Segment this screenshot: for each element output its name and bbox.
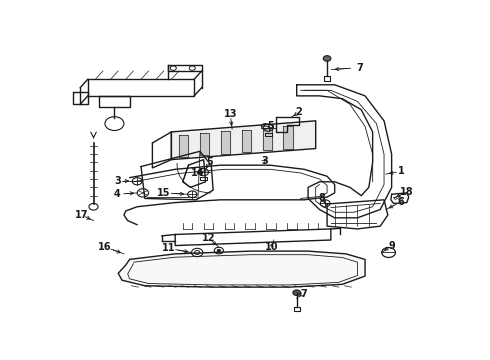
Text: 5: 5 [206, 157, 213, 167]
Text: 2: 2 [295, 108, 302, 117]
Text: 3: 3 [261, 156, 268, 166]
Text: 7: 7 [300, 288, 307, 298]
Text: 4: 4 [114, 189, 121, 199]
Text: 9: 9 [388, 240, 395, 251]
Text: 12: 12 [202, 233, 215, 243]
Polygon shape [220, 131, 230, 153]
Circle shape [218, 249, 220, 252]
Text: 5: 5 [268, 121, 274, 131]
Text: 15: 15 [157, 188, 171, 198]
Polygon shape [263, 128, 272, 150]
Text: 10: 10 [265, 243, 278, 252]
Text: 16: 16 [98, 242, 112, 252]
Text: 13: 13 [223, 109, 237, 119]
Circle shape [323, 56, 331, 61]
Text: 11: 11 [162, 243, 175, 253]
Text: 18: 18 [400, 187, 414, 197]
Polygon shape [179, 135, 189, 157]
Text: 3: 3 [114, 176, 121, 186]
Polygon shape [172, 121, 316, 159]
Text: 8: 8 [318, 193, 325, 203]
Polygon shape [118, 251, 365, 287]
Text: 14: 14 [191, 168, 204, 178]
Polygon shape [283, 126, 293, 149]
Polygon shape [200, 133, 209, 155]
Text: 6: 6 [398, 197, 405, 207]
Text: 7: 7 [356, 63, 363, 73]
Text: 17: 17 [74, 210, 88, 220]
Text: 1: 1 [398, 166, 405, 176]
Circle shape [293, 290, 300, 296]
Polygon shape [242, 130, 251, 152]
